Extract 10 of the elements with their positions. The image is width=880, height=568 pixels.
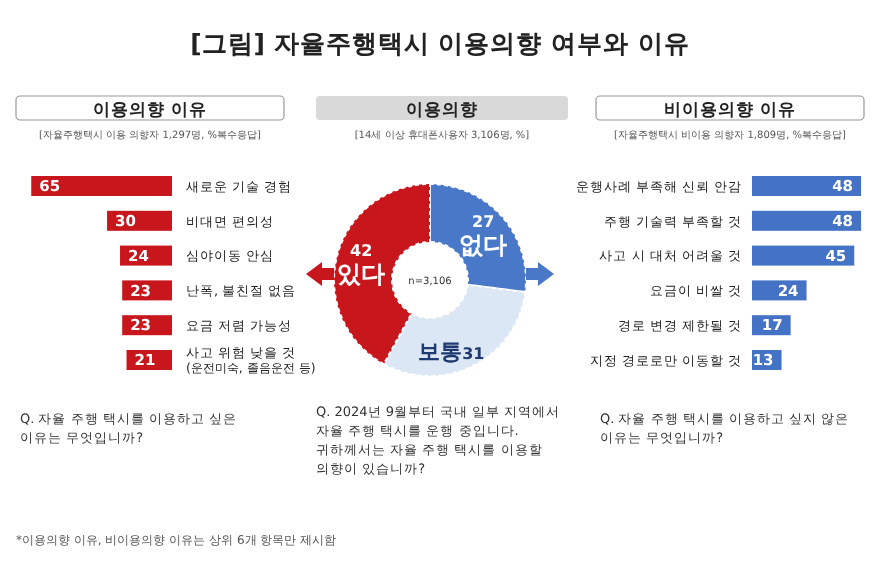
text: [그림] 자율주행택시 이용의향 여부와 이유	[190, 28, 690, 58]
data-label: 31	[462, 345, 486, 364]
legend-label: 있다	[337, 260, 386, 289]
chart-title: 비이용의향 이유	[664, 101, 796, 121]
chart-title: 이용의향	[406, 101, 478, 121]
data-label: 42	[350, 242, 373, 261]
chart-title: 이용의향 이유	[93, 101, 207, 121]
slice-label: 보통	[418, 339, 463, 366]
slice-label: 없다	[459, 231, 508, 260]
data-label: 27	[472, 213, 495, 232]
